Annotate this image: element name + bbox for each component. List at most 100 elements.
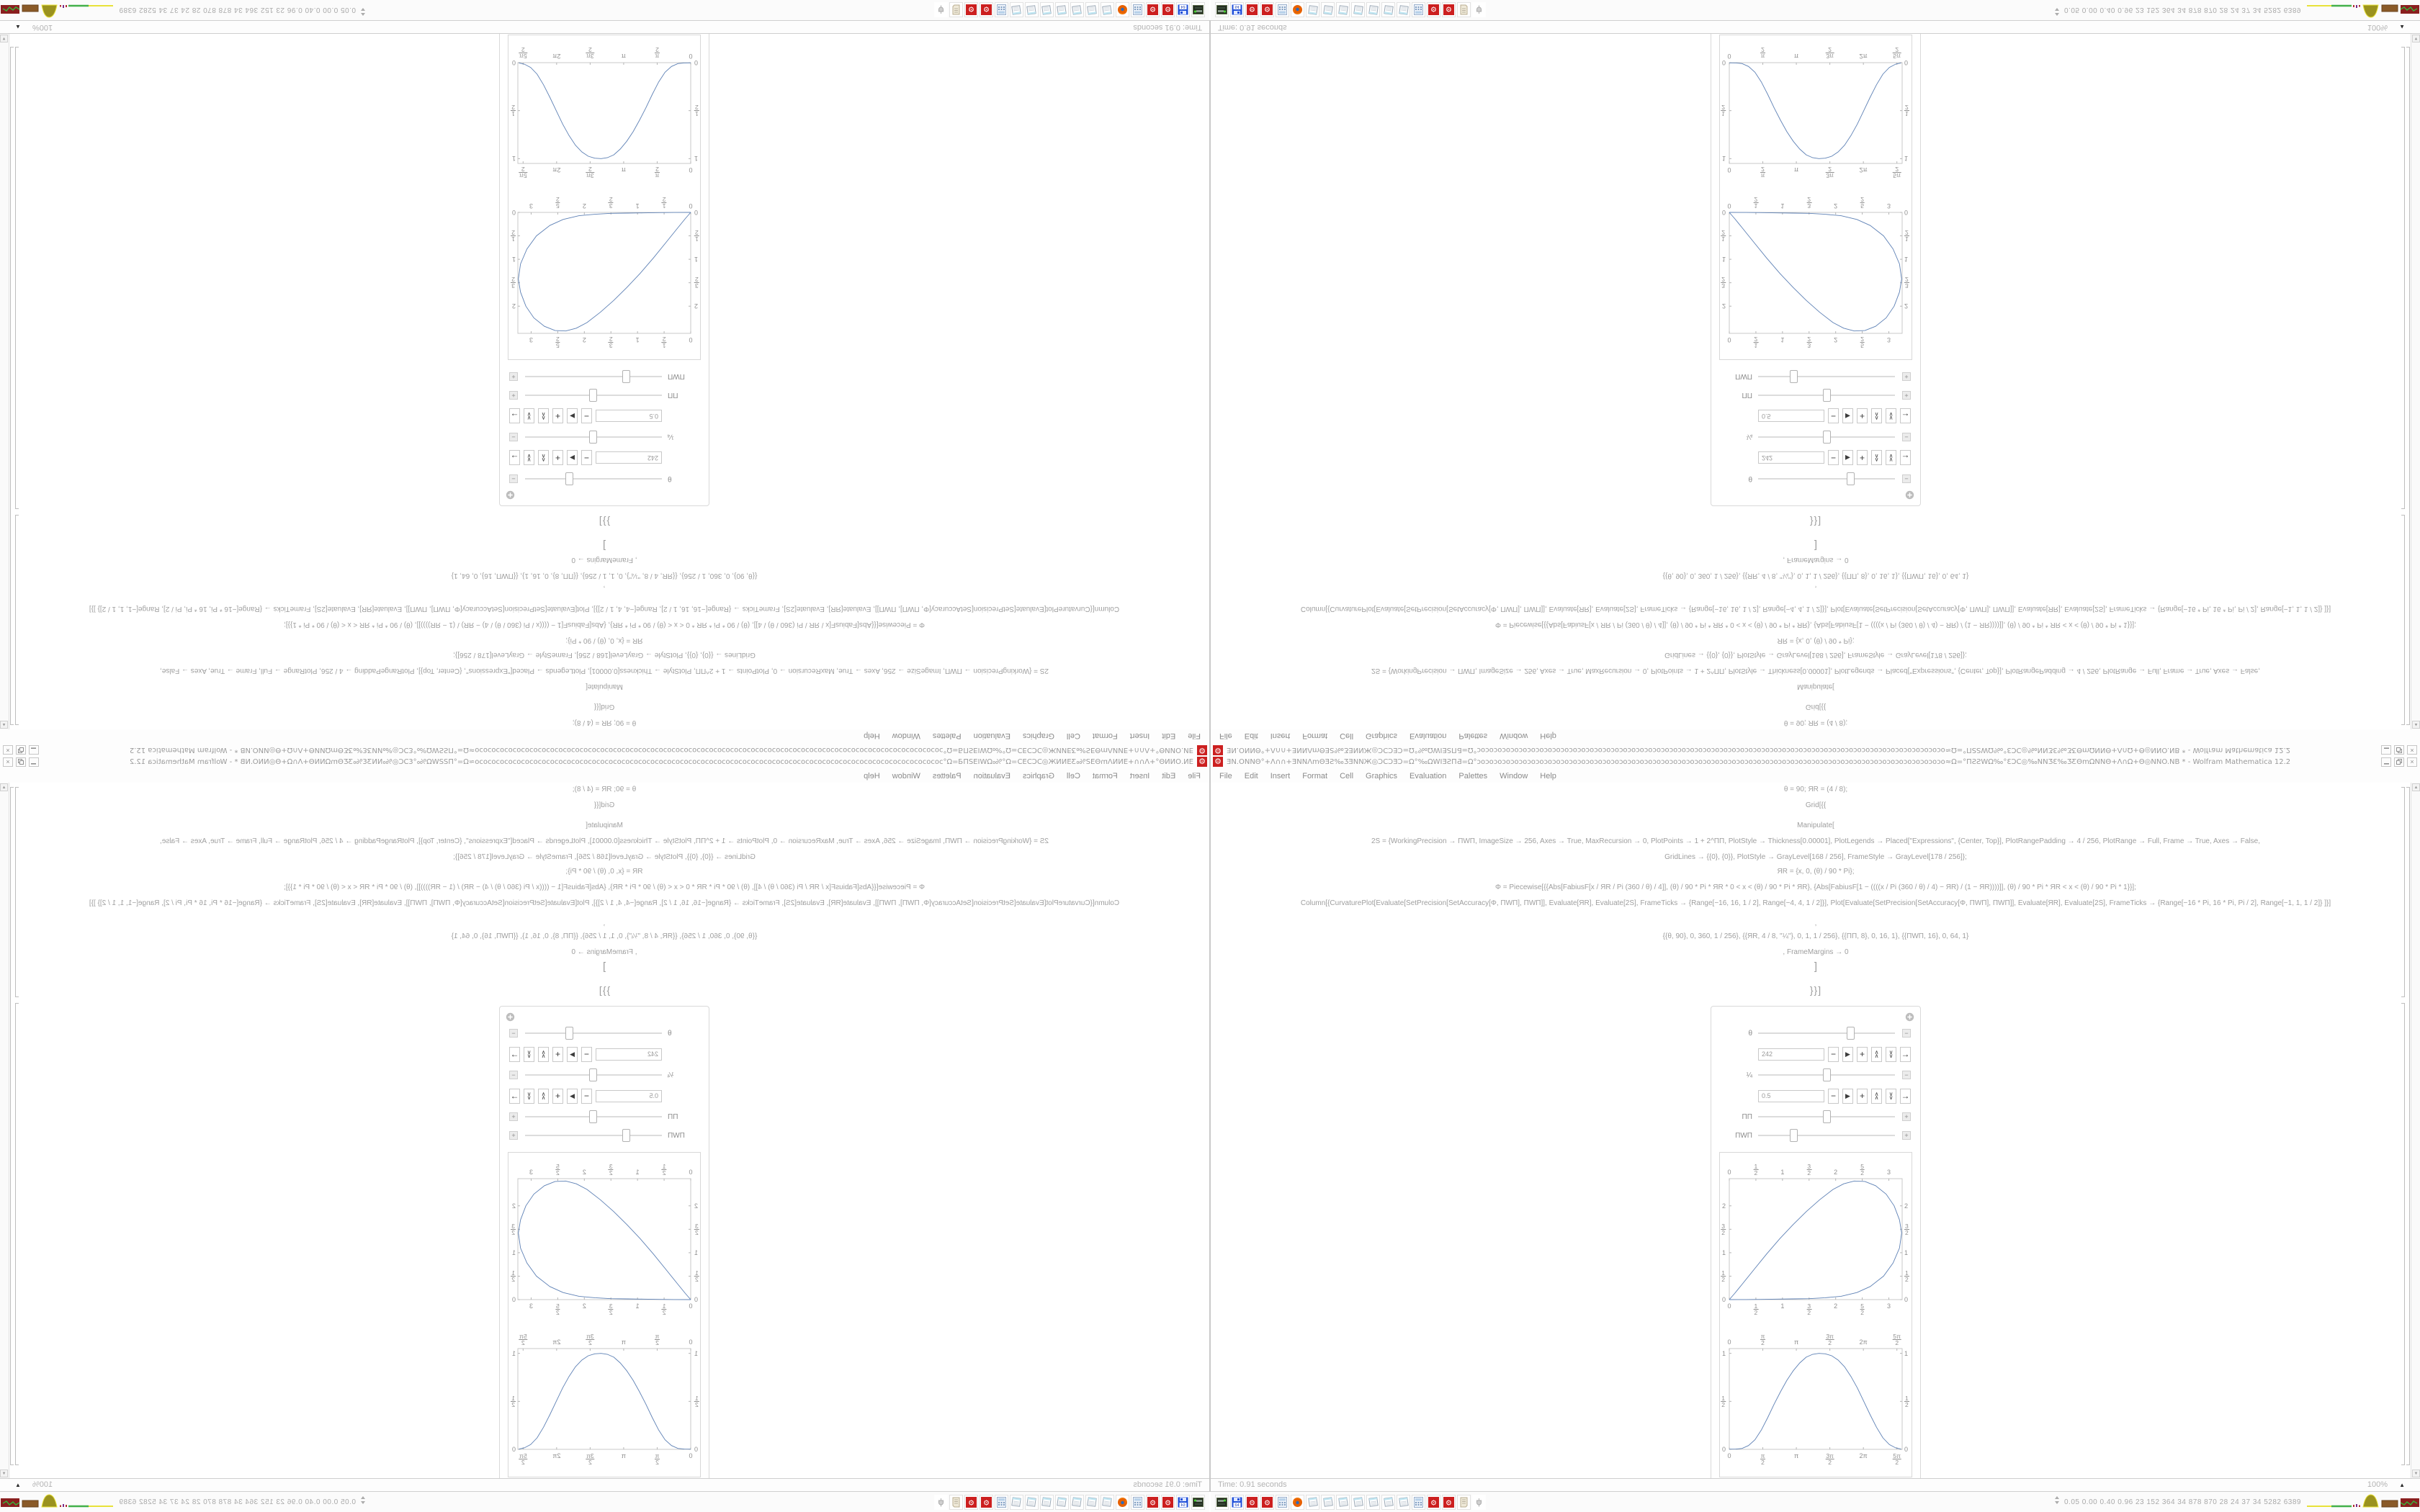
slider-value-input[interactable] — [1758, 410, 1824, 423]
manipulate-menu-button[interactable] — [506, 1012, 515, 1022]
menu-item-format[interactable]: Format — [1302, 732, 1328, 741]
faster-button[interactable]: ∧ ∧ — [1871, 450, 1882, 466]
notepad-icon[interactable] — [1366, 2, 1380, 18]
calculator-icon[interactable] — [1276, 2, 1289, 18]
firefox-icon[interactable] — [1291, 2, 1304, 18]
slider-track[interactable] — [525, 1068, 662, 1082]
red-gear-icon[interactable]: ⚙ — [1427, 2, 1440, 18]
slider-track[interactable] — [525, 369, 662, 384]
slower-button[interactable]: ∨ ∨ — [524, 450, 534, 466]
slower-button[interactable]: ∨ ∨ — [1886, 450, 1896, 466]
red-gear-icon[interactable]: ⚙ — [1442, 2, 1456, 18]
play-button[interactable]: ▶ — [567, 408, 578, 424]
scroll-down-icon[interactable]: ▼ — [2412, 1470, 2420, 1477]
slider-track[interactable] — [525, 388, 662, 402]
scroll-down-icon[interactable]: ▼ — [0, 1470, 8, 1477]
notepad-icon[interactable] — [1321, 2, 1335, 18]
console-icon[interactable] — [1191, 2, 1205, 18]
slider-handle[interactable] — [589, 431, 597, 444]
menu-item-evaluation[interactable]: Evaluation — [973, 732, 1010, 741]
calculator-icon[interactable] — [995, 1494, 1008, 1510]
direction-button[interactable]: → — [1900, 450, 1911, 466]
notepad-icon[interactable] — [1055, 1494, 1069, 1510]
notepad-icon[interactable] — [1336, 1494, 1350, 1510]
menu-item-graphics[interactable]: Graphics — [1022, 732, 1054, 741]
plus-button[interactable]: + — [1857, 408, 1868, 424]
faster-button[interactable]: ∧ ∧ — [538, 1088, 549, 1104]
slider-handle[interactable] — [565, 472, 574, 485]
notebook-scrollbar[interactable]: ▲ ▼ — [0, 34, 9, 729]
triangle-up-icon[interactable]: ▲ — [15, 24, 21, 30]
slider-track[interactable] — [1758, 388, 1895, 402]
menu-item-file[interactable]: File — [1219, 771, 1232, 780]
faster-button[interactable]: ∧ ∧ — [538, 450, 549, 466]
firefox-icon[interactable] — [1116, 2, 1129, 18]
window-titlebar[interactable]: ⚙ ƎN.ONNΘ°+Λ∩∩+ƎNNΛmΘƎƧ‰ƷƎNNЖ◎ƆCƆƎƆ=Ω°‰Ω… — [0, 744, 1209, 756]
menu-item-insert[interactable]: Insert — [1129, 771, 1150, 780]
notepad-icon[interactable] — [1040, 1494, 1054, 1510]
close-icon[interactable]: × — [2407, 745, 2417, 755]
play-button[interactable]: ▶ — [1842, 1046, 1853, 1062]
slider-track[interactable] — [1758, 1128, 1895, 1143]
calculator-icon[interactable] — [1276, 1494, 1289, 1510]
calculator-icon[interactable] — [1412, 1494, 1425, 1510]
plus-button[interactable]: + — [552, 1046, 563, 1062]
slider-value-input[interactable] — [596, 1048, 662, 1061]
notebook-area[interactable]: θ = 90; ЯR = (4 / 8); Grid[{{Manipulate[2… — [0, 783, 1209, 1487]
slider-handle[interactable] — [1823, 431, 1831, 444]
triangle-up-icon[interactable]: ▲ — [2399, 24, 2405, 30]
slider-handle[interactable] — [1823, 1110, 1831, 1123]
menu-item-edit[interactable]: Edit — [1244, 732, 1258, 741]
menu-item-cell[interactable]: Cell — [1066, 732, 1080, 741]
notepad-icon[interactable] — [1306, 1494, 1319, 1510]
notepad-icon[interactable] — [1336, 2, 1350, 18]
slower-button[interactable]: ∨ ∨ — [1886, 1088, 1896, 1104]
calculator-icon[interactable] — [1412, 2, 1425, 18]
scroll-icon[interactable] — [949, 2, 963, 18]
menu-item-edit[interactable]: Edit — [1244, 771, 1258, 780]
faster-button[interactable]: ∧ ∧ — [1871, 1088, 1882, 1104]
collapse-controls-icon[interactable]: − — [509, 1071, 518, 1079]
plus-button[interactable]: + — [552, 1088, 563, 1104]
plus-button[interactable]: + — [552, 408, 563, 424]
notebook-area[interactable]: θ = 90; ЯR = (4 / 8); Grid[{{Manipulate[2… — [0, 25, 1209, 729]
menu-item-palettes[interactable]: Palettes — [932, 771, 962, 780]
menu-item-window[interactable]: Window — [892, 771, 920, 780]
notepad-icon[interactable] — [1321, 1494, 1335, 1510]
slider-handle[interactable] — [1790, 1129, 1798, 1142]
menu-item-format[interactable]: Format — [1302, 771, 1328, 780]
restore-button[interactable] — [16, 757, 26, 767]
direction-button[interactable]: → — [509, 1088, 520, 1104]
scroll-icon[interactable] — [1457, 2, 1471, 18]
notepad-icon[interactable] — [1366, 1494, 1380, 1510]
slower-button[interactable]: ∨ ∨ — [1886, 1046, 1896, 1062]
scroll-up-icon[interactable]: ▲ — [0, 721, 8, 729]
expand-controls-icon[interactable]: + — [509, 1112, 518, 1121]
red-gear-icon[interactable]: ⚙ — [1245, 1494, 1259, 1510]
slider-track[interactable] — [525, 1110, 662, 1124]
play-button[interactable]: ▶ — [1842, 408, 1853, 424]
menu-item-insert[interactable]: Insert — [1270, 771, 1291, 780]
cell-bracket[interactable] — [2401, 787, 2405, 997]
restore-button[interactable] — [16, 745, 26, 755]
red-gear-icon[interactable]: ⚙ — [964, 2, 978, 18]
red-gear-icon[interactable]: ⚙ — [1146, 2, 1160, 18]
scroll-icon[interactable] — [1457, 1494, 1471, 1510]
menu-item-format[interactable]: Format — [1092, 732, 1118, 741]
menu-item-window[interactable]: Window — [892, 732, 920, 741]
menu-item-file[interactable]: File — [1188, 771, 1201, 780]
menu-item-cell[interactable]: Cell — [1340, 771, 1354, 780]
minus-button[interactable]: − — [1828, 450, 1839, 466]
collapse-controls-icon[interactable]: − — [509, 474, 518, 483]
menu-item-palettes[interactable]: Palettes — [1458, 771, 1488, 780]
notebook-area[interactable]: θ = 90; ЯR = (4 / 8); Grid[{{Manipulate[2… — [1211, 783, 2420, 1487]
plus-button[interactable]: + — [1857, 1046, 1868, 1062]
red-gear-icon[interactable]: ⚙ — [1146, 1494, 1160, 1510]
red-gear-icon[interactable]: ⚙ — [1161, 1494, 1175, 1510]
manipulate-menu-button[interactable] — [1905, 490, 1914, 500]
cell-bracket[interactable] — [2401, 47, 2405, 509]
notepad-icon[interactable] — [1351, 1494, 1365, 1510]
menu-item-edit[interactable]: Edit — [1162, 732, 1176, 741]
menu-item-palettes[interactable]: Palettes — [1458, 732, 1488, 741]
slider-handle[interactable] — [1846, 1027, 1855, 1040]
